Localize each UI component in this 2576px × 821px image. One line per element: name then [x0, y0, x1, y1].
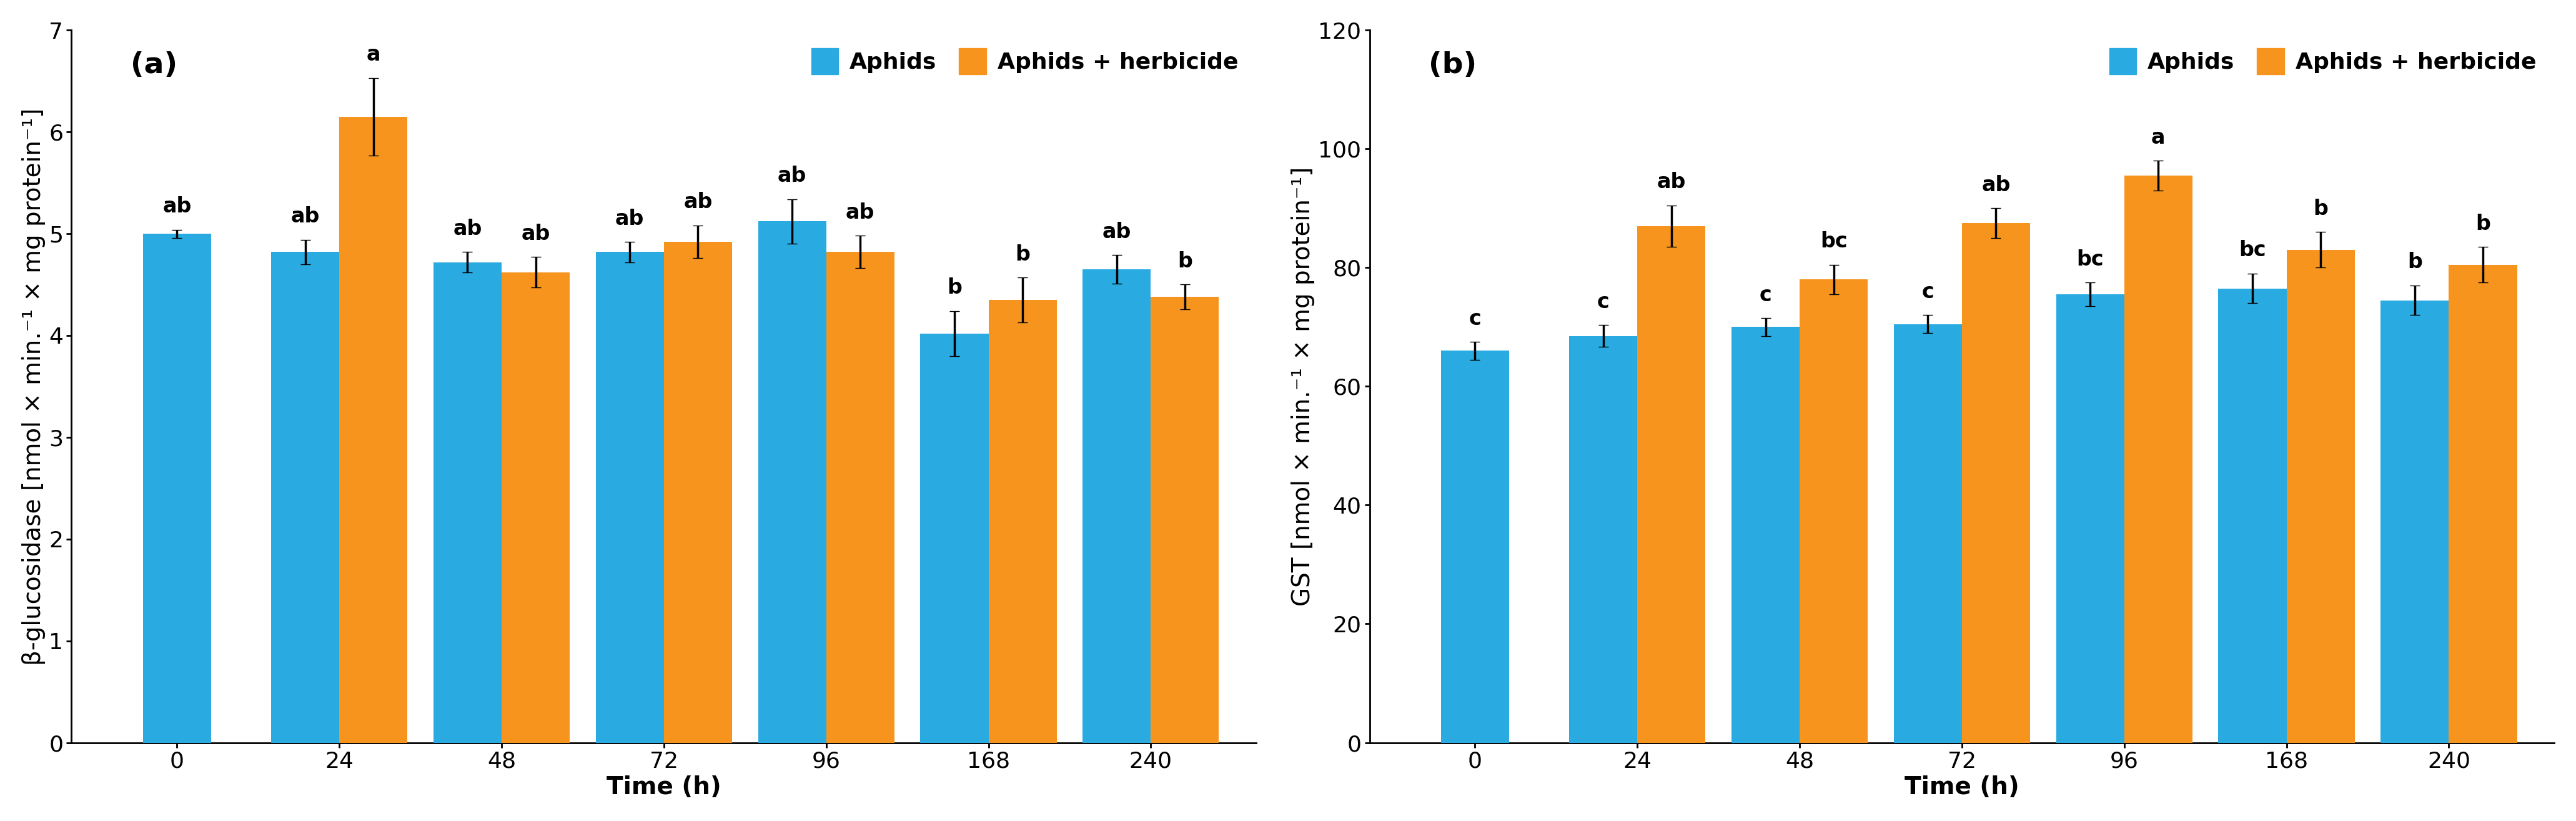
Bar	[1569, 336, 1638, 743]
Bar	[757, 222, 827, 743]
Text: b: b	[1177, 251, 1193, 272]
Bar	[433, 262, 502, 743]
Text: ab: ab	[1981, 175, 2009, 195]
Bar	[827, 252, 894, 743]
Text: a: a	[2151, 127, 2166, 148]
Text: c: c	[1597, 291, 1610, 312]
Bar	[989, 300, 1056, 743]
Text: ab: ab	[1103, 222, 1131, 242]
Bar	[595, 252, 665, 743]
Bar	[1893, 324, 1963, 743]
Bar	[1440, 351, 1510, 743]
Text: (a): (a)	[131, 52, 178, 80]
Text: b: b	[948, 277, 961, 298]
Text: b: b	[2313, 199, 2329, 219]
Bar	[2056, 295, 2125, 743]
Text: a: a	[366, 44, 381, 65]
Bar	[142, 234, 211, 743]
Text: (b): (b)	[1430, 52, 1476, 80]
Legend: Aphids, Aphids + herbicide: Aphids, Aphids + herbicide	[2102, 41, 2543, 81]
Bar	[2287, 250, 2354, 743]
Bar	[1801, 279, 1868, 743]
Bar	[2218, 288, 2287, 743]
Text: b: b	[1015, 244, 1030, 264]
Bar	[1963, 223, 2030, 743]
Bar	[1151, 297, 1218, 743]
Text: ab: ab	[453, 218, 482, 239]
Bar	[2380, 300, 2450, 743]
Text: ab: ab	[683, 192, 714, 213]
Text: ab: ab	[291, 206, 319, 227]
Text: ab: ab	[1656, 172, 1685, 192]
Bar	[1082, 269, 1151, 743]
Bar	[1731, 327, 1801, 743]
Text: ab: ab	[162, 196, 191, 217]
Text: ab: ab	[778, 166, 806, 186]
Text: b: b	[2476, 213, 2491, 234]
Bar	[270, 252, 340, 743]
Text: ab: ab	[520, 223, 551, 245]
Y-axis label: GST [nmol × min.⁻¹ × mg protein⁻¹]: GST [nmol × min.⁻¹ × mg protein⁻¹]	[1291, 167, 1314, 606]
Text: ab: ab	[845, 202, 876, 223]
Text: c: c	[1468, 309, 1481, 329]
Text: bc: bc	[2239, 240, 2267, 261]
Bar	[665, 242, 732, 743]
X-axis label: Time (h): Time (h)	[1904, 776, 2020, 800]
Bar	[920, 333, 989, 743]
Bar	[1638, 226, 1705, 743]
Text: bc: bc	[2076, 249, 2105, 269]
Bar	[2125, 176, 2192, 743]
Text: ab: ab	[616, 209, 644, 229]
Text: b: b	[2409, 252, 2421, 273]
Text: bc: bc	[1821, 232, 1847, 252]
Y-axis label: β-glucosidase [nmol × min.⁻¹ × mg protein⁻¹]: β-glucosidase [nmol × min.⁻¹ × mg protei…	[21, 108, 46, 665]
Bar	[2450, 264, 2517, 743]
Text: c: c	[1922, 282, 1935, 302]
Text: c: c	[1759, 285, 1772, 305]
Bar	[340, 117, 407, 743]
X-axis label: Time (h): Time (h)	[605, 776, 721, 800]
Bar	[502, 273, 569, 743]
Legend: Aphids, Aphids + herbicide: Aphids, Aphids + herbicide	[804, 41, 1244, 81]
